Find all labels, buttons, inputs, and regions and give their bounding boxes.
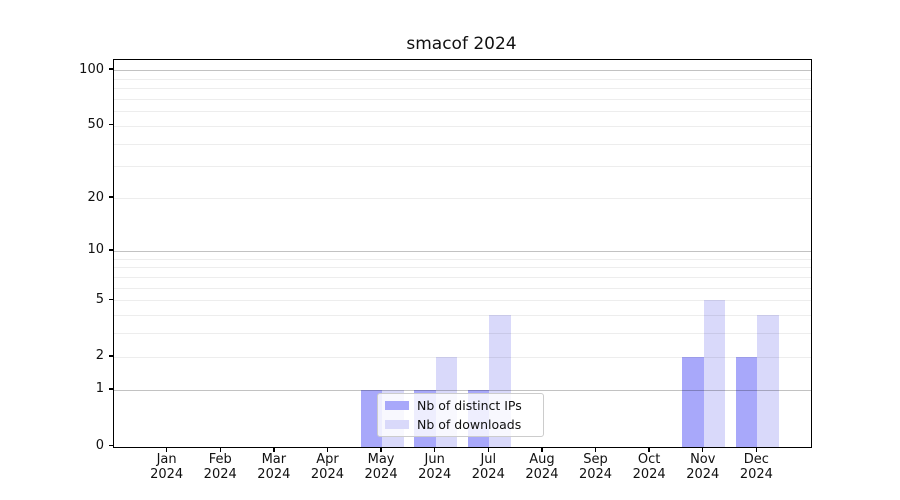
plot-area	[113, 59, 812, 448]
y-tick-mark	[109, 249, 113, 251]
y-tick-mark	[109, 444, 113, 447]
bar-may-ips	[360, 389, 383, 447]
gridline-major	[114, 389, 811, 391]
x-tick-month: Sep	[583, 451, 608, 467]
gridline-minor	[114, 125, 811, 127]
x-tick-mark	[755, 446, 758, 452]
x-tick-month: Oct	[637, 451, 661, 467]
x-tick-label-jul: Jul 2024	[458, 452, 518, 483]
gridline-minor	[114, 166, 811, 168]
x-tick-mark	[541, 446, 543, 452]
y-tick-label: 2	[95, 348, 104, 364]
gridline-minor	[114, 276, 811, 278]
x-tick-mark	[273, 446, 275, 452]
x-tick-year: 2024	[364, 467, 398, 482]
x-tick-mark	[433, 446, 436, 452]
gridline-minor	[114, 258, 811, 260]
x-tick-year: 2024	[739, 467, 773, 482]
gridline-minor	[114, 267, 811, 269]
y-tick-label: 5	[95, 291, 104, 307]
gridline-minor	[114, 78, 811, 80]
x-tick-year: 2024	[578, 467, 613, 482]
x-tick-label-aug: Aug 2024	[512, 452, 572, 483]
bar-dec-ips	[735, 356, 758, 447]
x-tick-month: May	[367, 451, 395, 467]
gridline-minor	[114, 111, 811, 113]
gridline-minor	[114, 315, 811, 317]
y-tick-label: 50	[87, 117, 104, 133]
gridline-minor	[114, 333, 811, 335]
chart-title: smacof 2024	[406, 34, 517, 54]
x-tick-year: 2024	[257, 467, 291, 482]
x-tick-mark	[165, 446, 168, 452]
y-tick-mark	[109, 355, 113, 357]
x-tick-month: Nov	[690, 451, 716, 467]
x-tick-label-dec: Dec 2024	[726, 452, 786, 483]
bar-dec-downloads	[757, 315, 779, 447]
y-tick-label: 20	[87, 189, 104, 205]
x-tick-month: Aug	[529, 451, 555, 467]
gridline-minor	[114, 356, 811, 358]
legend-item: Nb of downloads	[385, 417, 536, 432]
x-tick-mark	[594, 446, 597, 452]
x-tick-month: Apr	[316, 451, 339, 467]
x-tick-year: 2024	[632, 467, 666, 482]
x-tick-month: Jul	[480, 451, 497, 467]
x-tick-mark	[487, 446, 489, 452]
legend-swatch-icon	[385, 419, 409, 429]
bar-nov-ips	[682, 356, 704, 447]
y-tick-mark	[109, 68, 113, 70]
x-tick-year: 2024	[418, 467, 452, 482]
x-tick-month: Jun	[424, 451, 445, 467]
x-tick-label-sep: Sep 2024	[566, 452, 626, 483]
x-tick-label-nov: Nov 2024	[673, 452, 733, 483]
gridline-minor	[114, 98, 811, 100]
x-tick-year: 2024	[686, 467, 720, 482]
legend: Nb of distinct IPs Nb of downloads	[377, 392, 544, 437]
x-tick-year: 2024	[471, 467, 505, 482]
y-tick-mark	[109, 124, 113, 126]
x-tick-mark	[380, 446, 382, 452]
x-tick-label-oct: Oct 2024	[619, 452, 679, 483]
legend-label: Nb of downloads	[417, 416, 522, 432]
gridline-minor	[114, 300, 811, 302]
x-tick-label-jan: Jan 2024	[137, 452, 197, 483]
x-tick-label-mar: Mar 2024	[244, 452, 304, 483]
gridline-major	[114, 250, 811, 252]
y-tick-label: 0	[95, 438, 104, 453]
x-tick-year: 2024	[150, 467, 184, 482]
x-tick-year: 2024	[310, 467, 344, 482]
y-tick-label: 100	[79, 61, 104, 77]
gridline-minor	[114, 88, 811, 89]
x-tick-month: Jan	[156, 451, 177, 467]
gridline-minor	[114, 143, 811, 145]
y-tick-mark	[109, 388, 113, 390]
x-tick-mark	[219, 446, 221, 452]
x-tick-mark	[702, 446, 704, 452]
y-tick-label: 1	[95, 381, 104, 397]
gridline-minor	[114, 287, 811, 289]
legend-swatch-icon	[385, 400, 409, 410]
bar-nov-downloads	[703, 300, 726, 447]
x-tick-month: Feb	[208, 451, 232, 467]
legend-item: Nb of distinct IPs	[385, 398, 536, 413]
x-tick-label-apr: Apr 2024	[297, 452, 357, 483]
gridline-minor	[114, 198, 811, 200]
x-tick-month: Mar	[261, 451, 287, 467]
gridline-major	[114, 70, 811, 71]
x-tick-mark	[648, 446, 650, 452]
x-tick-label-may: May 2024	[351, 452, 411, 483]
y-tick-mark	[109, 298, 113, 301]
x-tick-month: Dec	[743, 451, 769, 467]
y-tick-mark	[109, 196, 113, 198]
x-tick-year: 2024	[525, 467, 559, 482]
x-tick-label-jun: Jun 2024	[405, 452, 465, 483]
x-tick-label-feb: Feb 2024	[190, 452, 250, 483]
legend-label: Nb of distinct IPs	[417, 397, 522, 413]
y-tick-label: 10	[87, 242, 104, 258]
x-tick-year: 2024	[203, 467, 237, 482]
x-tick-mark	[326, 446, 329, 452]
